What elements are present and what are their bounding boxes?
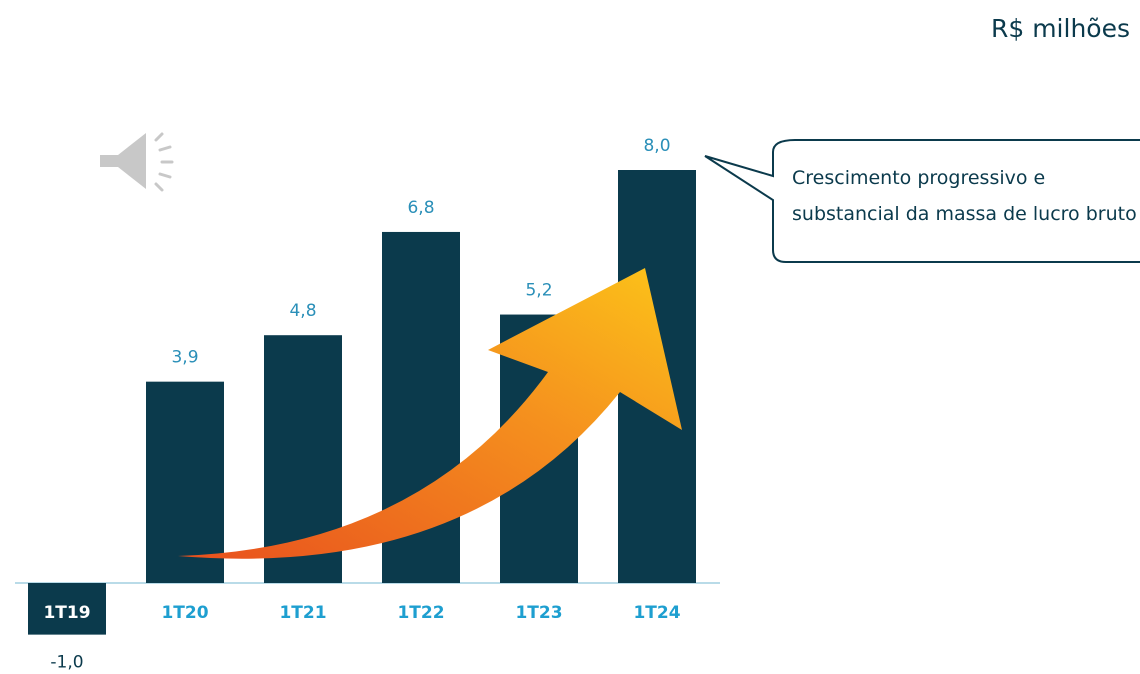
value-label: 5,2	[525, 281, 552, 301]
x-tick-label: 1T22	[397, 603, 444, 623]
callout-box	[704, 139, 1140, 263]
value-label: 3,9	[171, 348, 198, 368]
unit-label: R$ milhões	[990, 14, 1130, 43]
growth-arrow	[178, 268, 682, 559]
x-tick-label: 1T21	[279, 603, 326, 623]
value-label: 6,8	[407, 198, 434, 218]
value-label: 8,0	[643, 136, 670, 156]
x-tick-label: 1T19	[43, 603, 90, 623]
value-label: -1,0	[50, 653, 83, 673]
bar	[146, 381, 224, 583]
x-tick-label: 1T24	[633, 603, 680, 623]
bar	[28, 583, 106, 635]
x-tick-label: 1T23	[515, 603, 562, 623]
x-tick-label: 1T20	[161, 603, 208, 623]
speaker-icon[interactable]	[100, 132, 174, 192]
value-label: 4,8	[289, 301, 316, 321]
annotation: Crescimento progressivo e substancial da…	[792, 167, 1137, 225]
